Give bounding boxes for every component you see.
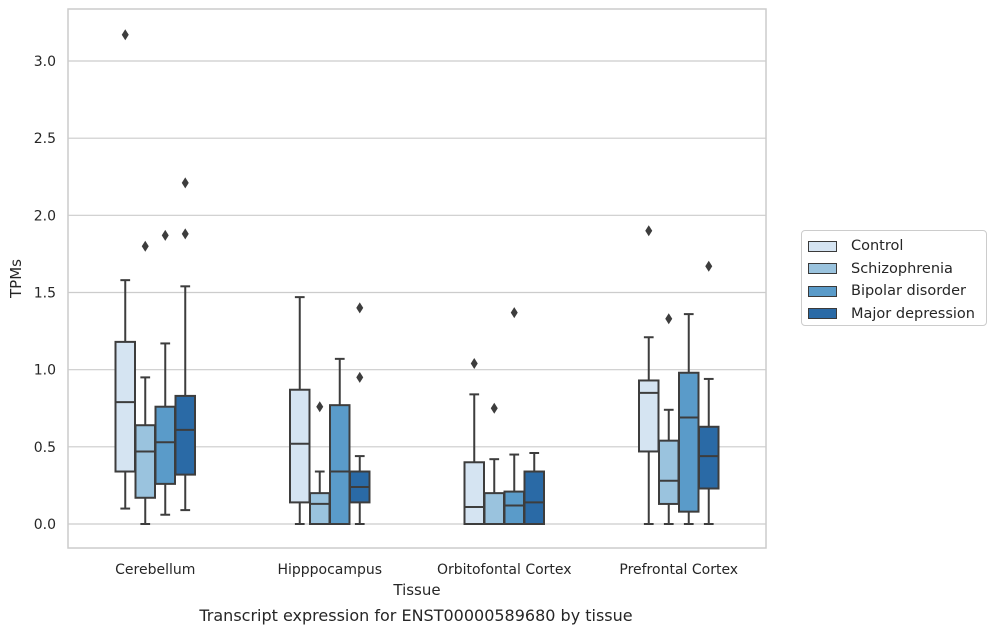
y-tick-label: 1.0	[34, 363, 56, 379]
y-axis-label: TPMs	[7, 259, 25, 299]
outlier-point	[645, 225, 653, 237]
box	[309, 492, 331, 525]
legend: Control Schizophrenia Bipolar disorder Majo…	[801, 230, 987, 326]
box	[503, 490, 525, 525]
outlier-point	[470, 357, 478, 369]
legend-swatch	[808, 240, 837, 252]
outlier-point	[121, 29, 129, 41]
box	[134, 424, 156, 499]
legend-item: Control	[808, 235, 986, 258]
box	[638, 379, 660, 453]
box	[523, 470, 545, 526]
y-tick-label: 0.0	[34, 517, 56, 533]
box	[329, 404, 351, 525]
box	[289, 388, 311, 504]
box	[463, 461, 485, 525]
y-tick-label: 1.5	[34, 286, 56, 302]
y-tick-label: 2.5	[34, 131, 56, 147]
x-tick-label: Orbitofontal Cortex	[437, 562, 572, 578]
outlier-point	[316, 401, 324, 413]
legend-label: Control	[851, 238, 904, 255]
box	[174, 394, 196, 476]
outlier-point	[510, 307, 518, 319]
outlier-point	[356, 371, 364, 383]
legend-label: Major depression	[851, 305, 975, 322]
legend-label: Bipolar disorder	[851, 283, 966, 300]
box	[678, 371, 700, 513]
box	[154, 405, 176, 485]
chart-caption: Transcript expression for ENST0000058968…	[199, 606, 633, 625]
box	[698, 425, 720, 490]
outlier-point	[665, 313, 673, 325]
y-tick-label: 0.5	[34, 440, 56, 456]
outlier-point	[181, 228, 189, 240]
outlier-point	[141, 240, 149, 252]
box	[114, 340, 136, 473]
x-tick-label: Prefrontal Cortex	[619, 562, 738, 578]
outlier-point	[490, 402, 498, 414]
legend-swatch	[808, 285, 837, 297]
legend-item: Bipolar disorder	[808, 280, 986, 303]
x-axis-label: Tissue	[392, 581, 440, 599]
x-tick-label: Hipppocampus	[277, 562, 382, 578]
legend-swatch	[808, 263, 837, 275]
y-tick-label: 3.0	[34, 54, 56, 70]
y-tick-label: 2.0	[34, 208, 56, 224]
legend-label: Schizophrenia	[851, 260, 953, 277]
box	[658, 439, 680, 505]
legend-item: Schizophrenia	[808, 258, 986, 281]
outlier-point	[705, 260, 713, 272]
legend-item: Major depression	[808, 303, 986, 326]
outlier-point	[161, 229, 169, 241]
outlier-point	[181, 177, 189, 189]
x-tick-label: Cerebellum	[115, 562, 195, 578]
outlier-point	[356, 302, 364, 314]
legend-swatch	[808, 308, 837, 320]
box	[483, 492, 505, 525]
